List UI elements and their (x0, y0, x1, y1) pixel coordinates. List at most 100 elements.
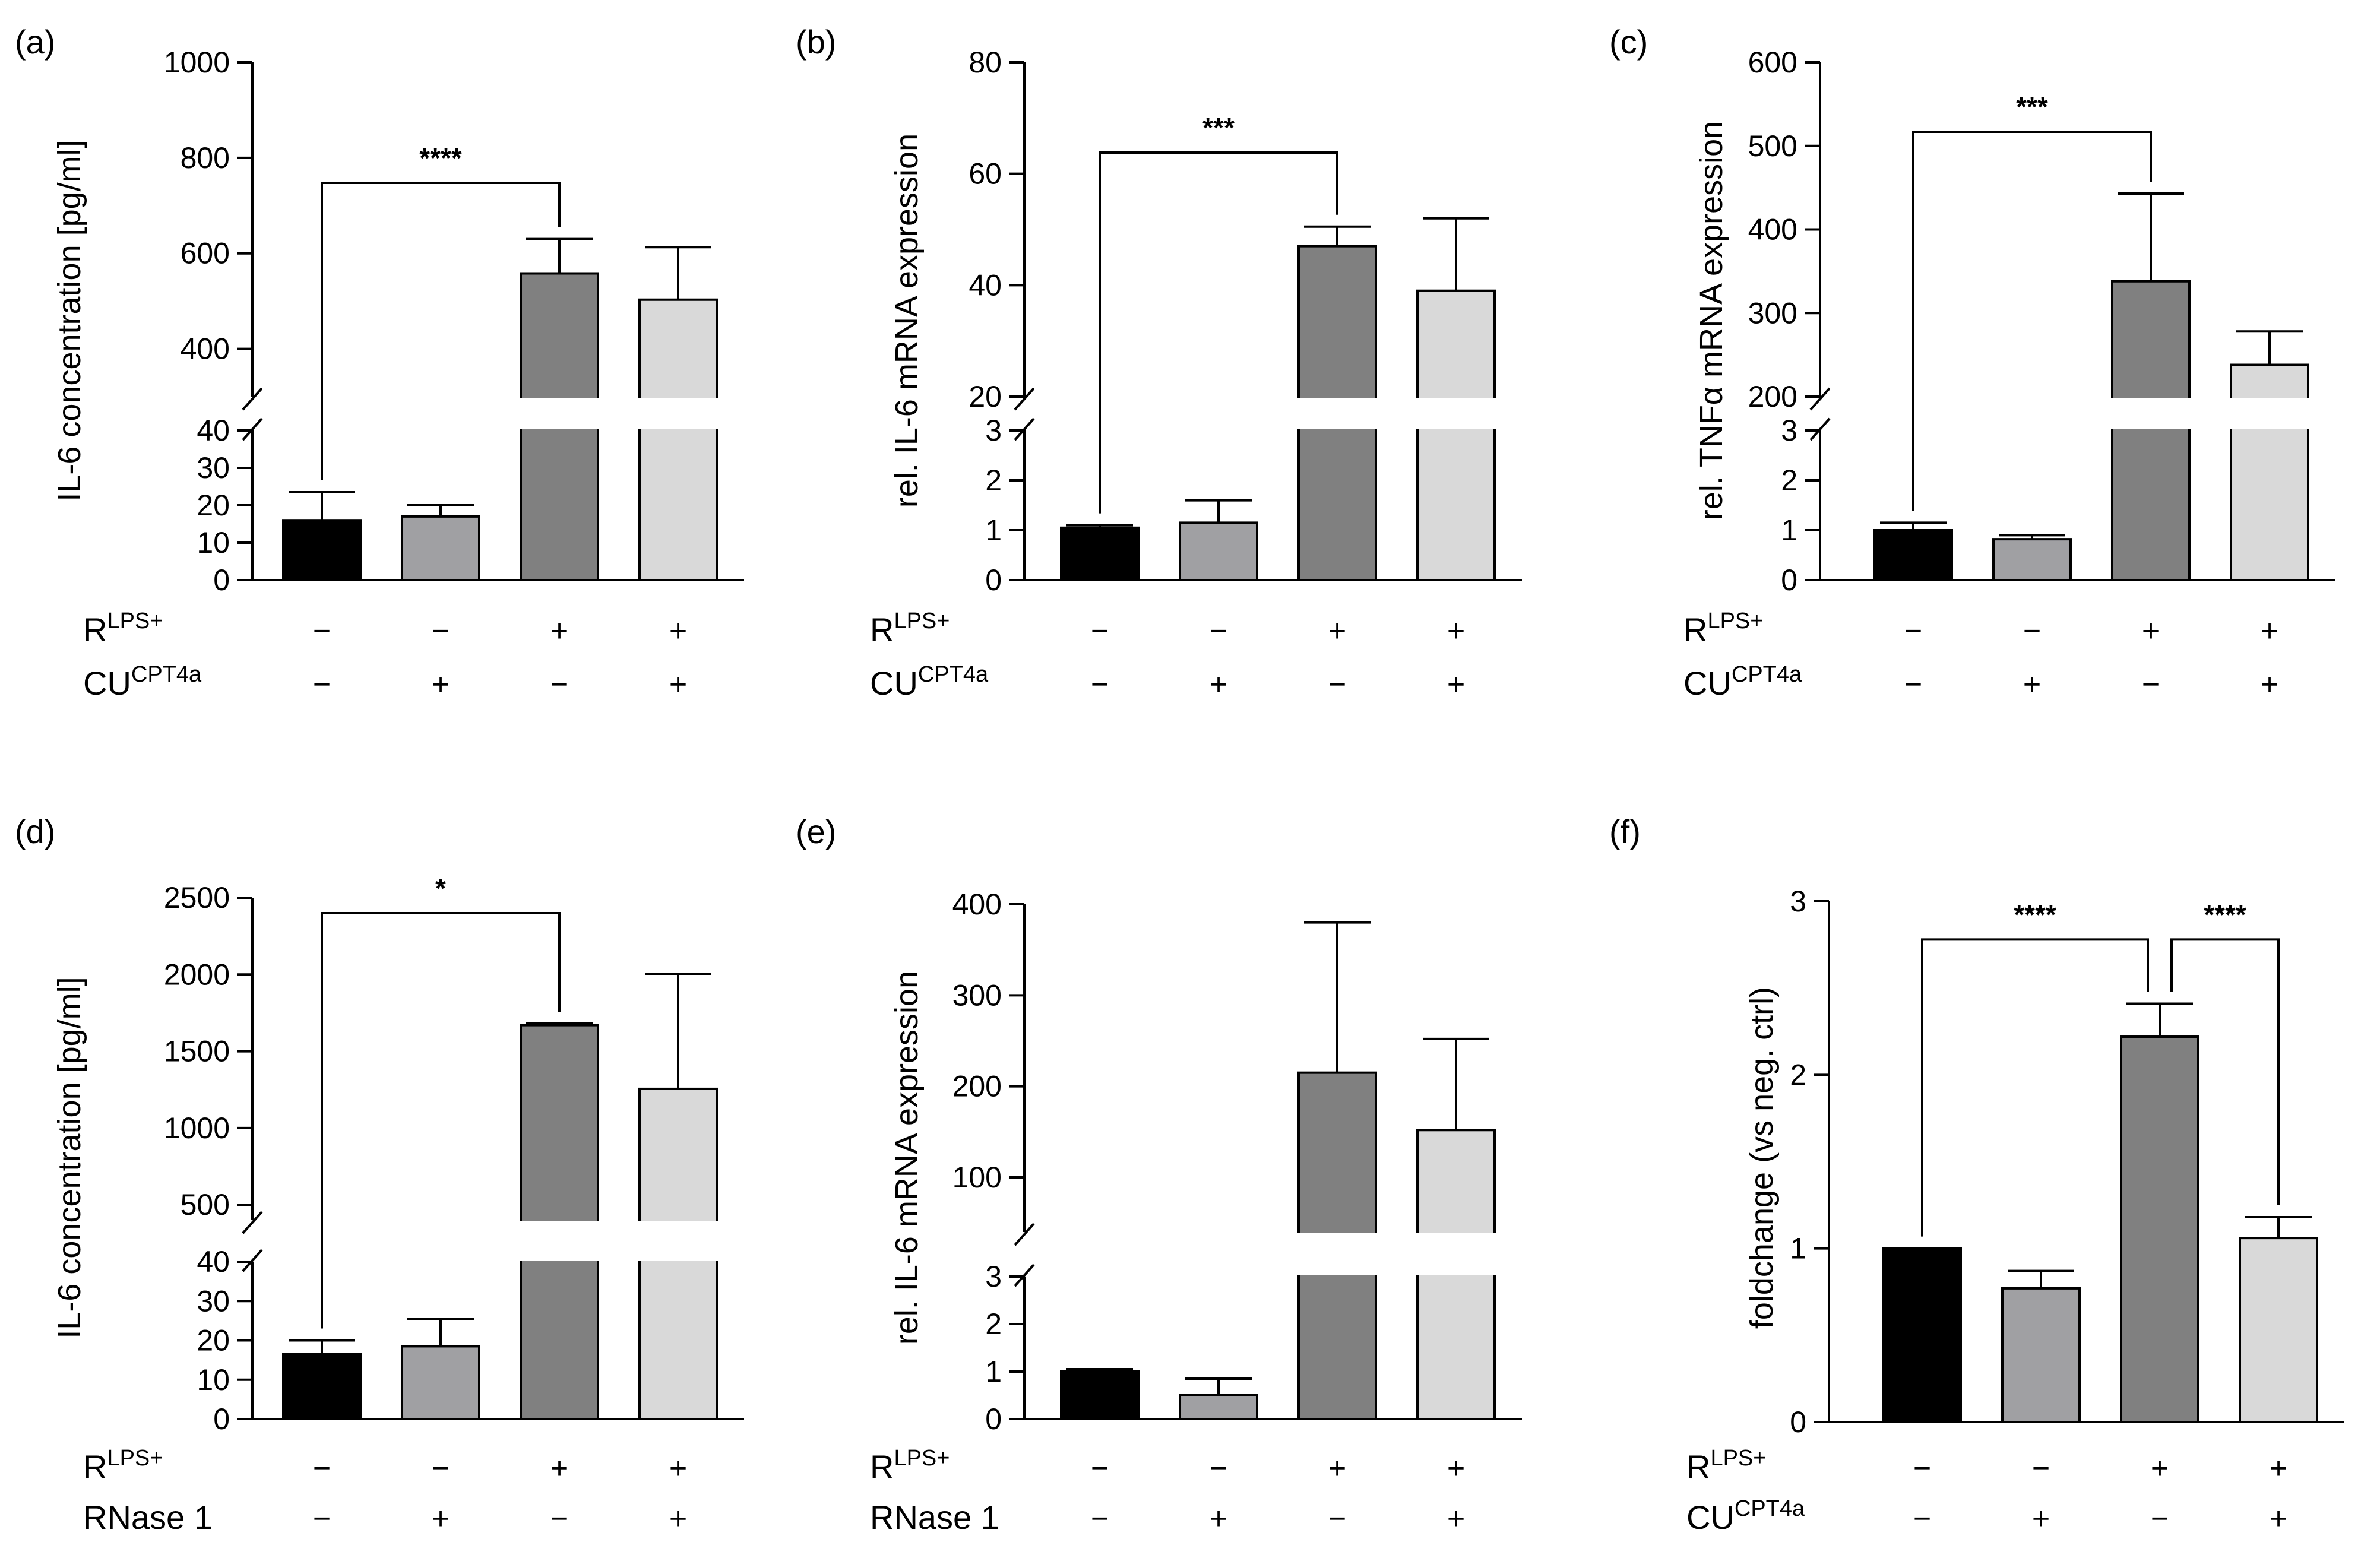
y-tick-label: 2 (1790, 1058, 1806, 1091)
bar (282, 519, 362, 582)
condition-sign: + (2270, 1451, 2287, 1486)
y-tick-label: 1 (985, 1355, 1002, 1388)
y-tick-label: 2 (1781, 464, 1797, 497)
condition-sign: + (669, 1451, 687, 1486)
y-tick-label: 10 (197, 1363, 230, 1396)
condition-sign: − (1913, 1502, 1931, 1536)
bar (401, 1345, 480, 1420)
bar (1992, 538, 2072, 581)
condition-sign: + (1447, 1502, 1465, 1536)
y-tick-label: 3 (1781, 414, 1797, 447)
significance-label: **** (419, 142, 462, 173)
y-tick-label: 2000 (164, 958, 230, 991)
y-tick-label: 500 (181, 1188, 230, 1221)
panel-letter: (e) (796, 813, 836, 850)
y-tick-label: 400 (1748, 213, 1797, 246)
condition-sign: − (2023, 614, 2041, 648)
y-tick-label: 600 (181, 237, 230, 270)
axis-break-mark (1809, 387, 1831, 411)
condition-label-superscript: CPT4a (1732, 662, 1802, 687)
condition-label-superscript: LPS+ (107, 1446, 163, 1471)
condition-sign: + (1447, 1451, 1465, 1486)
y-tick-label: 0 (213, 563, 230, 597)
y-tick-label: 100 (952, 1161, 1002, 1194)
y-tick-label: 800 (181, 141, 230, 175)
condition-label: RLPS+ (1686, 1446, 1766, 1486)
condition-sign: + (1328, 1451, 1346, 1486)
condition-label: RLPS+ (83, 1446, 163, 1486)
condition-sign: − (1210, 1451, 1227, 1486)
y-tick-label: 2 (985, 1307, 1002, 1341)
condition-sign: − (1904, 614, 1922, 648)
condition-label-superscript: LPS+ (107, 609, 163, 634)
bar (1060, 1370, 1140, 1420)
condition-sign: + (2142, 614, 2160, 648)
condition-label: CUCPT4a (83, 662, 202, 702)
condition-label: RNase 1 (83, 1499, 213, 1536)
axis-break-mark (242, 1211, 263, 1234)
y-tick-label: 3 (985, 1260, 1002, 1293)
significance-label: *** (1202, 112, 1235, 143)
bar (1179, 521, 1258, 582)
condition-label-superscript: LPS+ (894, 609, 950, 634)
condition-label-main: CU (1683, 664, 1732, 702)
y-tick-label: 400 (181, 332, 230, 366)
y-tick-label: 40 (969, 268, 1002, 302)
significance-bracket (321, 912, 561, 1329)
bar (2230, 363, 2309, 581)
y-axis-title: rel. TNFα mRNA expression (1694, 121, 1729, 520)
condition-label-superscript: LPS+ (1707, 609, 1763, 634)
condition-sign: + (2032, 1502, 2050, 1536)
condition-sign: − (1091, 1502, 1109, 1536)
condition-sign: − (1328, 1502, 1346, 1536)
axis-break-mark (1014, 387, 1035, 411)
condition-label-main: R (870, 611, 894, 648)
condition-sign: − (2032, 1451, 2050, 1486)
condition-sign: + (2151, 1451, 2169, 1486)
y-tick-label: 30 (197, 451, 230, 484)
y-tick-label: 20 (969, 380, 1002, 413)
condition-sign: − (432, 1451, 450, 1486)
condition-sign: + (1210, 1502, 1227, 1536)
condition-label-main: RNase 1 (870, 1499, 999, 1536)
y-tick-label: 3 (1790, 885, 1806, 918)
condition-label-main: CU (83, 664, 131, 702)
bar (1060, 526, 1140, 581)
condition-sign: + (1447, 667, 1465, 702)
condition-sign: − (2142, 667, 2160, 702)
condition-sign: − (1328, 667, 1346, 702)
y-tick-label: 300 (1748, 296, 1797, 330)
condition-sign: − (1091, 1451, 1109, 1486)
chart-panel-d: (d) IL-6 concentration [pg/ml] 0 10 20 30 40 50… (15, 813, 744, 1536)
y-tick-label: 1000 (164, 46, 230, 79)
condition-sign: + (669, 1502, 687, 1536)
condition-label-main: R (1686, 1448, 1710, 1486)
condition-sign: + (2023, 667, 2041, 702)
bar (2111, 280, 2191, 581)
condition-sign: − (432, 614, 450, 648)
y-tick-label: 400 (952, 888, 1002, 921)
bar (1179, 1394, 1258, 1420)
significance-label: *** (2016, 91, 2048, 122)
y-tick-label: 0 (1781, 563, 1797, 597)
condition-sign: + (669, 614, 687, 648)
condition-label-superscript: CPT4a (1735, 1496, 1805, 1521)
condition-label-superscript: CPT4a (131, 662, 202, 687)
significance-label: **** (2204, 899, 2246, 930)
y-tick-label: 200 (952, 1070, 1002, 1103)
condition-sign: − (550, 1502, 568, 1536)
axis-break-mark (242, 387, 263, 411)
y-tick-label: 1000 (164, 1111, 230, 1145)
condition-sign: + (1210, 667, 1227, 702)
bar (1882, 1247, 1962, 1424)
axis-break-mark (1014, 1223, 1035, 1246)
condition-sign: − (550, 667, 568, 702)
chart-panel-f: (f) foldchange (vs neg. ctrl) 0 1 2 3 **** ****… (1609, 813, 2344, 1536)
y-tick-label: 30 (197, 1284, 230, 1318)
condition-sign: + (1328, 614, 1346, 648)
y-tick-label: 200 (1748, 380, 1797, 413)
chart-panel-e: (e) rel. IL-6 mRNA expression 0 1 2 3 100 200 30… (796, 813, 1522, 1536)
bar (401, 515, 480, 582)
significance-bracket (2170, 938, 2280, 1206)
y-axis-title: rel. IL-6 mRNA expression (889, 971, 925, 1345)
